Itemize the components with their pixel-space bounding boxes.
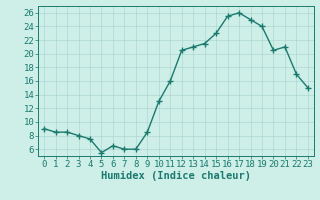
X-axis label: Humidex (Indice chaleur): Humidex (Indice chaleur) [101,171,251,181]
